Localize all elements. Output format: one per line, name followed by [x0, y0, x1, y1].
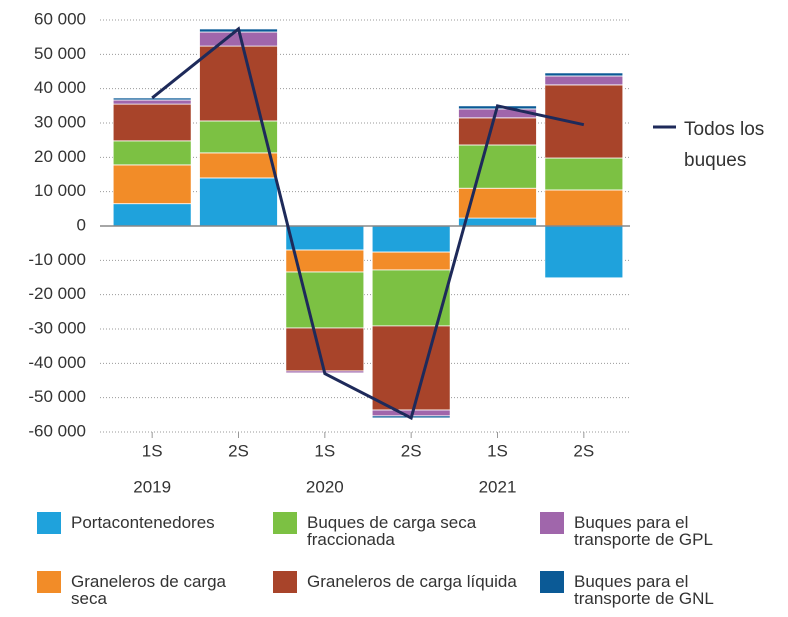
y-tick-label: 30 000	[34, 112, 86, 131]
bar-segment	[544, 225, 624, 279]
bar-segment	[371, 251, 451, 271]
legend-swatch	[273, 512, 297, 534]
bar-segment	[112, 99, 192, 105]
bar-segment	[458, 144, 537, 189]
legend-swatch	[540, 571, 564, 593]
x-group-label: 2020	[306, 477, 344, 496]
bar-segment	[544, 157, 624, 191]
y-tick-label: 60 000	[34, 9, 86, 28]
legend-label: Graneleros de carga líquida	[307, 572, 517, 591]
y-tick-label: 20 000	[34, 147, 86, 166]
bar-segment	[544, 75, 624, 86]
bar-segment	[544, 84, 624, 159]
legend-label: Buques para el transporte de GNL	[574, 572, 714, 608]
x-group-label: 2019	[133, 477, 171, 496]
bar-segment	[112, 103, 192, 142]
y-tick-label: -30 000	[28, 318, 86, 337]
legend-swatch	[37, 571, 61, 593]
x-group-label: 2021	[479, 477, 517, 496]
bar-segment	[371, 325, 451, 411]
y-tick-label: 0	[77, 215, 86, 234]
bar-segment	[112, 203, 192, 227]
bar-segment	[544, 189, 624, 227]
bar-segment	[112, 164, 192, 205]
line-legend-label: Todos los buques	[684, 119, 765, 171]
x-tick-label: 2S	[228, 441, 249, 460]
legend-swatch	[37, 512, 61, 534]
legend-label: Buques de carga seca fraccionada	[307, 513, 477, 549]
bar-segment	[458, 117, 537, 146]
bar-segment	[199, 177, 278, 227]
bar-segment	[544, 72, 624, 77]
legend-label: Graneleros de carga seca	[71, 572, 226, 608]
total-line	[151, 26, 585, 421]
legend-swatch	[540, 512, 564, 534]
bar-segment	[285, 271, 365, 329]
bar-segment	[371, 269, 451, 327]
bar-segment	[285, 225, 365, 251]
x-tick-label: 1S	[142, 441, 163, 460]
bar-segment	[112, 97, 192, 101]
bar-segment	[285, 327, 365, 372]
y-tick-label: -40 000	[28, 353, 86, 372]
y-tick-label: -60 000	[28, 421, 86, 440]
bar-segment	[199, 45, 278, 122]
bar-segment	[112, 140, 192, 166]
legend-label: Buques para el transporte de GPL	[574, 513, 713, 549]
bar-segment	[371, 225, 451, 253]
y-tick-label: 50 000	[34, 44, 86, 63]
y-tick-label: 10 000	[34, 181, 86, 200]
y-tick-label: -10 000	[28, 250, 86, 269]
y-tick-label: -50 000	[28, 387, 86, 406]
y-tick-label: 40 000	[34, 78, 86, 97]
x-tick-label: 1S	[314, 441, 335, 460]
x-tick-label: 1S	[487, 441, 508, 460]
y-tick-label: -20 000	[28, 284, 86, 303]
legend-label: Portacontenedores	[71, 513, 215, 532]
x-tick-label: 2S	[573, 441, 594, 460]
bar-segment	[458, 217, 537, 227]
x-tick-label: 2S	[401, 441, 422, 460]
bar-segment	[199, 152, 278, 179]
legend-swatch	[273, 571, 297, 593]
